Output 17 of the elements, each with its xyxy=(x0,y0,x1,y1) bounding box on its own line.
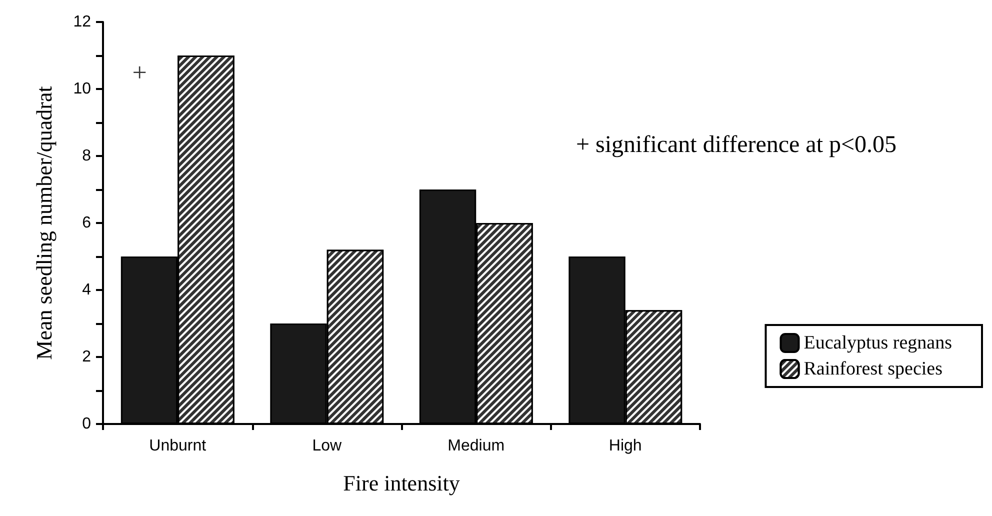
x-tick-label: Medium xyxy=(448,438,505,454)
x-tick-label: High xyxy=(608,438,642,454)
y-tick-label: 8 xyxy=(82,148,92,164)
y-tick-label: 10 xyxy=(73,80,92,98)
annotation: + xyxy=(132,58,147,87)
y-tick-label: 12 xyxy=(73,14,92,30)
x-tick-label: Low xyxy=(312,438,342,454)
y-tick-label: 4 xyxy=(82,282,92,298)
y-tick-label: 0 xyxy=(82,416,92,432)
y-axis-title: Mean seedling number/quadrat xyxy=(32,86,56,360)
legend-label: Eucalyptus regnans xyxy=(804,332,952,354)
x-axis-title: Fire intensity xyxy=(343,470,460,496)
y-tick-label: 2 xyxy=(82,348,92,366)
legend-label: Rainforest species xyxy=(804,358,943,380)
annotation: + significant difference at p<0.05 xyxy=(576,132,897,158)
x-tick-label: Unburnt xyxy=(149,438,207,454)
y-tick-label: 6 xyxy=(82,214,92,232)
